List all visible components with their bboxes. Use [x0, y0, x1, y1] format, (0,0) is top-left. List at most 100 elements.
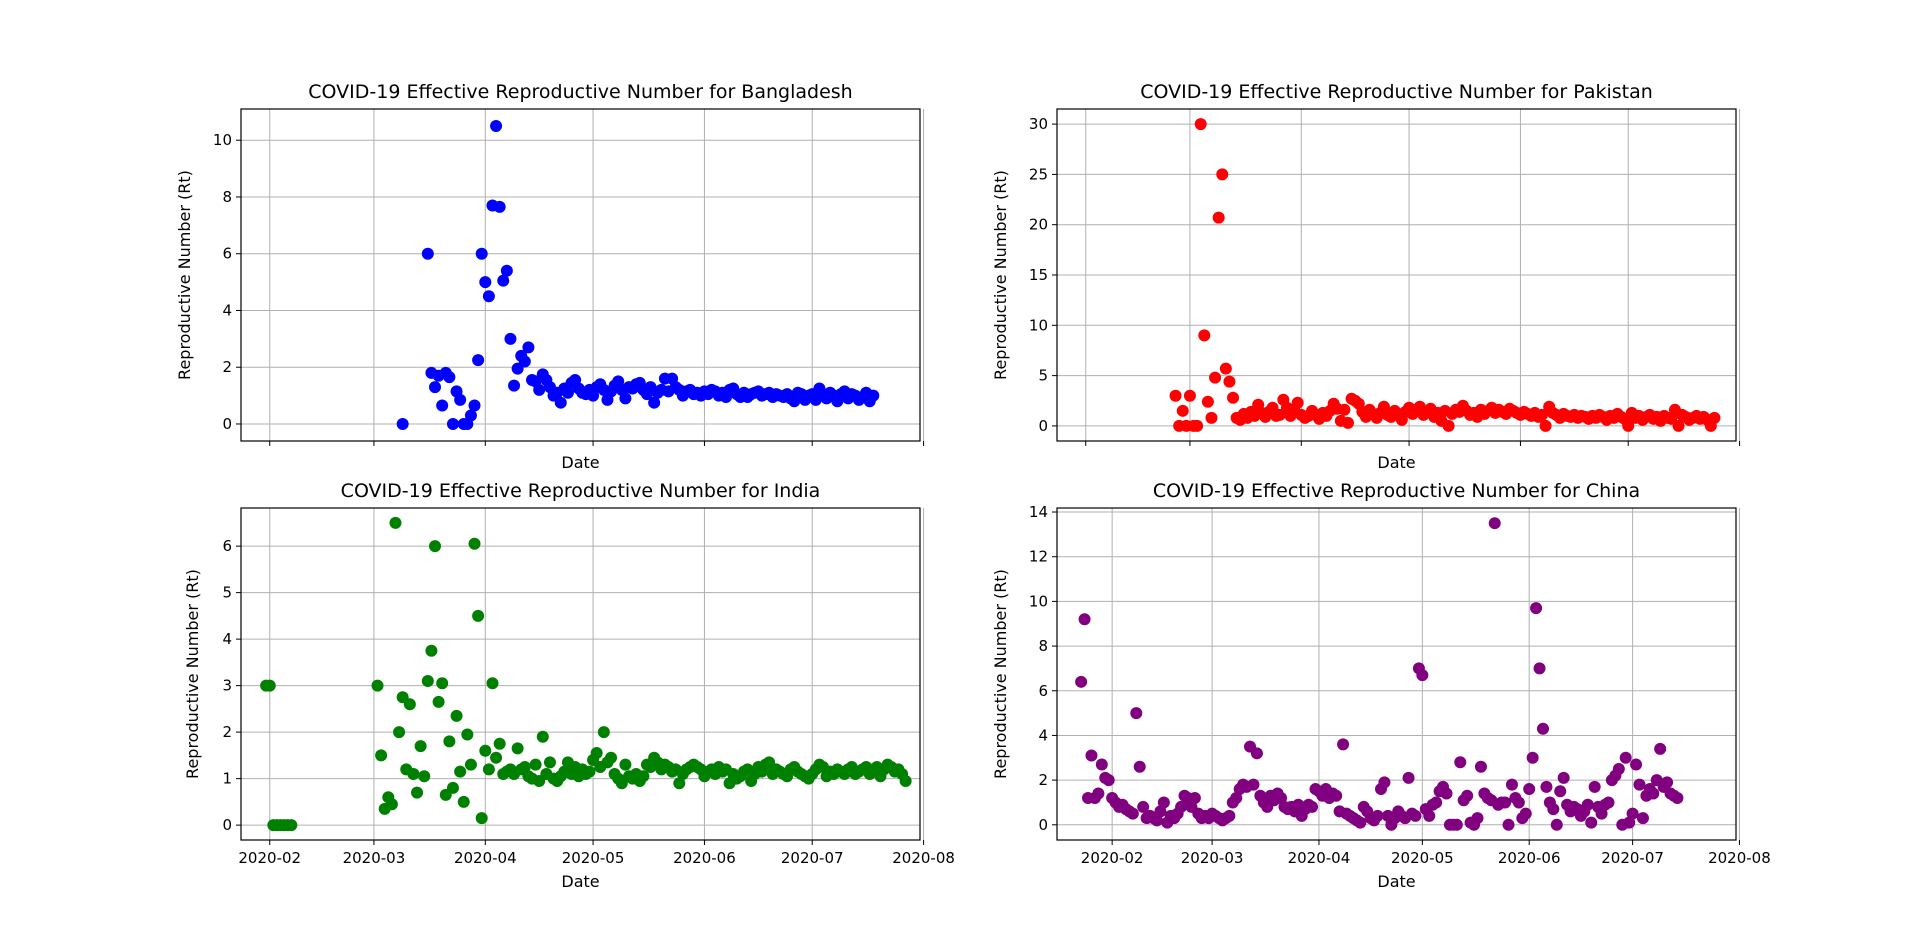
chart-4-data-point [1306, 800, 1319, 813]
chart-1-data-point [479, 276, 492, 289]
chart-3-x-tick-label: 2020-04 [454, 849, 517, 867]
chart-2-data-point [1338, 403, 1351, 416]
chart-4-data-point [1095, 758, 1108, 771]
chart-4-data-point [1371, 809, 1384, 822]
chart-1-data-point [429, 381, 441, 394]
chart-3-data-point [475, 812, 488, 825]
chart-1-data-point [518, 355, 531, 368]
chart-4-data-point [1423, 809, 1436, 822]
chart-1-data-point [436, 399, 449, 412]
chart-3-y-tick-label: 0 [222, 816, 232, 834]
chart-4-data-point [1330, 789, 1343, 802]
chart-2-data-point [1536, 408, 1548, 421]
chart-3-data-point [511, 742, 524, 755]
chart-1-data-point [396, 417, 409, 430]
chart-3-data-point [450, 709, 463, 722]
chart-4-axes-frame [1056, 507, 1737, 841]
chart-1-data-point [533, 383, 546, 396]
chart-1-data-point [619, 392, 632, 405]
chart-1-data-point [554, 396, 567, 409]
chart-4-data-point [1512, 796, 1525, 809]
chart-1-data-point [500, 264, 513, 277]
chart-3-data-point [393, 726, 406, 739]
chart-4-data-point [1450, 818, 1463, 831]
chart-3-x-tick-label: 2020-08 [892, 849, 955, 867]
chart-4-data-point [1554, 785, 1567, 798]
chart-4-data-point [1505, 778, 1518, 791]
chart-4-data-point [1602, 796, 1615, 809]
chart-4-data-point [1661, 776, 1674, 789]
chart-3-data-point [407, 767, 420, 780]
chart-4-y-tick-label: 2 [1038, 771, 1048, 789]
chart-1-y-tick-label: 6 [222, 245, 232, 263]
chart-3-data-point [536, 730, 549, 743]
chart-4-x-tick-label: 2020-08 [1708, 849, 1771, 867]
chart-3-data-point [529, 758, 542, 771]
chart-3-data-point [418, 770, 431, 783]
chart-2-y-tick-label: 25 [1029, 165, 1048, 183]
chart-4-data-point [1337, 738, 1350, 751]
chart-2-y-tick-label: 15 [1029, 266, 1048, 284]
chart-4-x-tick-label: 2020-02 [1081, 849, 1144, 867]
chart-4-y-axis-label: Reproductive Number (Rt) [991, 569, 1010, 779]
chart-1-axes-frame [240, 108, 921, 442]
chart-1-data-point [472, 354, 485, 367]
chart-4-data-point [1626, 807, 1639, 820]
chart-3-data-point [637, 770, 650, 783]
chart-3-y-axis-label: Reproductive Number (Rt) [183, 569, 202, 779]
chart-4-data-point [1247, 778, 1260, 791]
chart-4-y-tick-label: 14 [1029, 503, 1048, 521]
chart-4-data-point [1526, 751, 1539, 764]
chart-1-data-point [867, 389, 880, 402]
chart-4-data-point [1440, 787, 1453, 800]
chart-3-y-tick-label: 3 [222, 677, 232, 695]
chart-1-y-tick-label: 8 [222, 188, 232, 206]
chart-1-data-point [475, 247, 488, 260]
chart-3-x-tick-label: 2020-07 [781, 849, 844, 867]
chart-3-axes-frame [240, 507, 921, 841]
chart-4-data-point [1533, 662, 1546, 675]
chart-4-x-axis-label: Date [1377, 872, 1415, 891]
chart-4-x-tick-label: 2020-04 [1288, 849, 1351, 867]
chart-2-data-point [1216, 168, 1229, 181]
chart-4-data-point [1499, 796, 1512, 809]
chart-4-data-point [1488, 517, 1501, 530]
chart-4-data-point [1250, 747, 1263, 760]
chart-4-data-point [1223, 809, 1236, 822]
chart-3-data-point [389, 516, 402, 529]
chart-2-data-point [1342, 416, 1354, 429]
chart-3-data-point [619, 758, 632, 771]
chart-1-data-point [482, 290, 495, 303]
chart-4-data-point [1102, 774, 1115, 787]
chart-2-data-point [1209, 371, 1222, 384]
chart-4-data-point [1671, 791, 1684, 804]
chart-1-data-point [508, 379, 521, 392]
chart-3-data-point [421, 674, 434, 687]
chart-3-y-tick-label: 2 [222, 723, 232, 741]
chart-4-data-point [1585, 816, 1598, 829]
chart-2-data-point [1176, 404, 1189, 417]
chart-4-data-point [1137, 800, 1150, 813]
chart-3-x-tick-label: 2020-03 [343, 849, 406, 867]
chart-3-data-point [472, 609, 485, 622]
chart-1-data-point [443, 371, 456, 384]
chart-2-y-tick-label: 0 [1038, 417, 1048, 435]
chart-2-data-point [1198, 329, 1211, 342]
chart-3-x-tick-label: 2020-02 [238, 849, 301, 867]
chart-1-data-point [490, 120, 503, 133]
chart-2-data-point [1201, 395, 1214, 408]
chart-3-data-point [605, 751, 618, 764]
chart-2-data-point [1194, 118, 1207, 131]
chart-2-x-axis-label: Date [1377, 453, 1415, 472]
chart-3-data-point [493, 737, 506, 750]
chart-4-data-point [1354, 816, 1367, 829]
chart-4-data-point [1188, 791, 1201, 804]
chart-3-x-tick-label: 2020-05 [562, 849, 625, 867]
chart-2-data-point [1442, 419, 1455, 432]
chart-3-data-point [285, 819, 298, 832]
chart-3-data-point [414, 740, 427, 753]
chart-3-data-point [371, 679, 384, 692]
chart-1-y-tick-label: 10 [213, 131, 232, 149]
chart-4-data-point [1416, 669, 1429, 682]
chart-1-data-point [468, 399, 481, 412]
